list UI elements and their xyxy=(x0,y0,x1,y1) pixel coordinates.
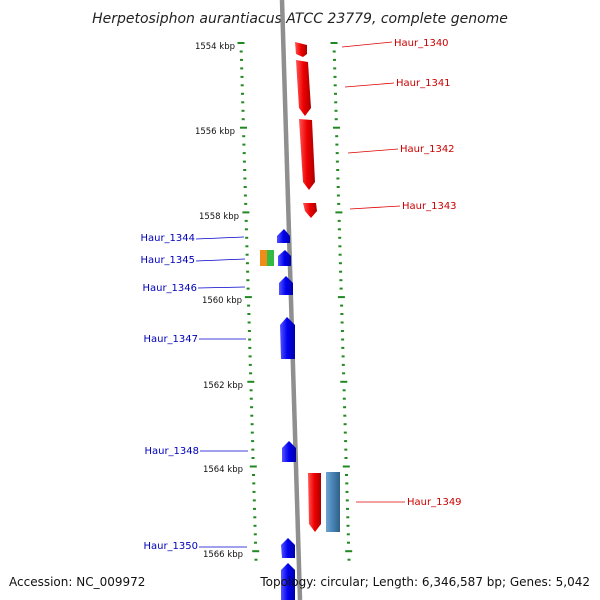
scale-label: 1562 kbp xyxy=(203,381,243,391)
gene-haur-1341[interactable] xyxy=(296,60,311,116)
gene-haur-1342[interactable] xyxy=(299,119,315,190)
gene-label-haur-1348[interactable]: Haur_1348 xyxy=(144,446,199,457)
gene-haur-1351[interactable] xyxy=(281,563,295,600)
gene-label-haur-1342[interactable]: Haur_1342 xyxy=(400,144,455,155)
gene-label-haur-1347[interactable]: Haur_1347 xyxy=(143,334,198,345)
scale-ticks-left xyxy=(237,42,260,561)
leader-haur-1344 xyxy=(195,236,245,240)
map-title: Herpetosiphon aurantiacus ATCC 23779, co… xyxy=(92,11,508,27)
reverse-strand-genes xyxy=(260,229,296,600)
scale-label: 1556 kbp xyxy=(195,127,235,137)
leader-haur-1346 xyxy=(197,286,246,289)
leader-haur-1345 xyxy=(195,258,246,262)
gene-label-haur-1340[interactable]: Haur_1340 xyxy=(394,38,449,49)
leader-haur-1342 xyxy=(347,148,399,154)
gene-label-haur-1350[interactable]: Haur_1350 xyxy=(143,541,198,552)
scale-label: 1566 kbp xyxy=(203,550,243,560)
gene-haur-1349[interactable] xyxy=(308,473,321,532)
leader-haur-1340 xyxy=(341,41,393,48)
gene-label-haur-1341[interactable]: Haur_1341 xyxy=(396,78,451,89)
genome-backbone xyxy=(279,0,303,600)
gene-haur-1346[interactable] xyxy=(279,276,293,295)
gene-haur-1350[interactable] xyxy=(281,538,295,558)
gene-label-haur-1344[interactable]: Haur_1344 xyxy=(140,233,195,244)
leader-haur-1341 xyxy=(344,82,395,88)
gene-label-haur-1346[interactable]: Haur_1346 xyxy=(142,283,197,294)
label-leaders xyxy=(195,41,405,548)
leader-haur-1343 xyxy=(349,205,401,210)
feature-green[interactable] xyxy=(267,250,274,266)
scale-label: 1558 kbp xyxy=(199,212,239,222)
gene-haur-1340[interactable] xyxy=(295,42,307,57)
gene-haur-1347[interactable] xyxy=(280,317,295,359)
accession-text: Accession: NC_009972 xyxy=(9,575,145,589)
gene-haur-1344[interactable] xyxy=(277,229,290,243)
feature-steelblue[interactable] xyxy=(326,472,340,532)
scale-labels: 1554 kbp 1556 kbp 1558 kbp 1560 kbp 1562… xyxy=(195,42,243,560)
gene-haur-1348[interactable] xyxy=(282,441,296,462)
genome-summary-text: Topology: circular; Length: 6,346,587 bp… xyxy=(259,575,590,589)
scale-label: 1554 kbp xyxy=(195,42,235,52)
gene-label-haur-1345[interactable]: Haur_1345 xyxy=(140,255,195,266)
scale-label: 1560 kbp xyxy=(202,296,242,306)
gene-labels: Haur_1340 Haur_1341 Haur_1342 Haur_1343 … xyxy=(140,38,461,552)
gene-label-haur-1349[interactable]: Haur_1349 xyxy=(407,497,462,508)
forward-strand-genes xyxy=(295,42,340,532)
feature-orange[interactable] xyxy=(260,250,267,266)
gene-label-haur-1343[interactable]: Haur_1343 xyxy=(402,201,457,212)
scale-ticks-right xyxy=(330,42,353,561)
gene-haur-1345[interactable] xyxy=(278,250,291,266)
scale-label: 1564 kbp xyxy=(203,465,243,475)
gene-haur-1343[interactable] xyxy=(303,203,317,218)
